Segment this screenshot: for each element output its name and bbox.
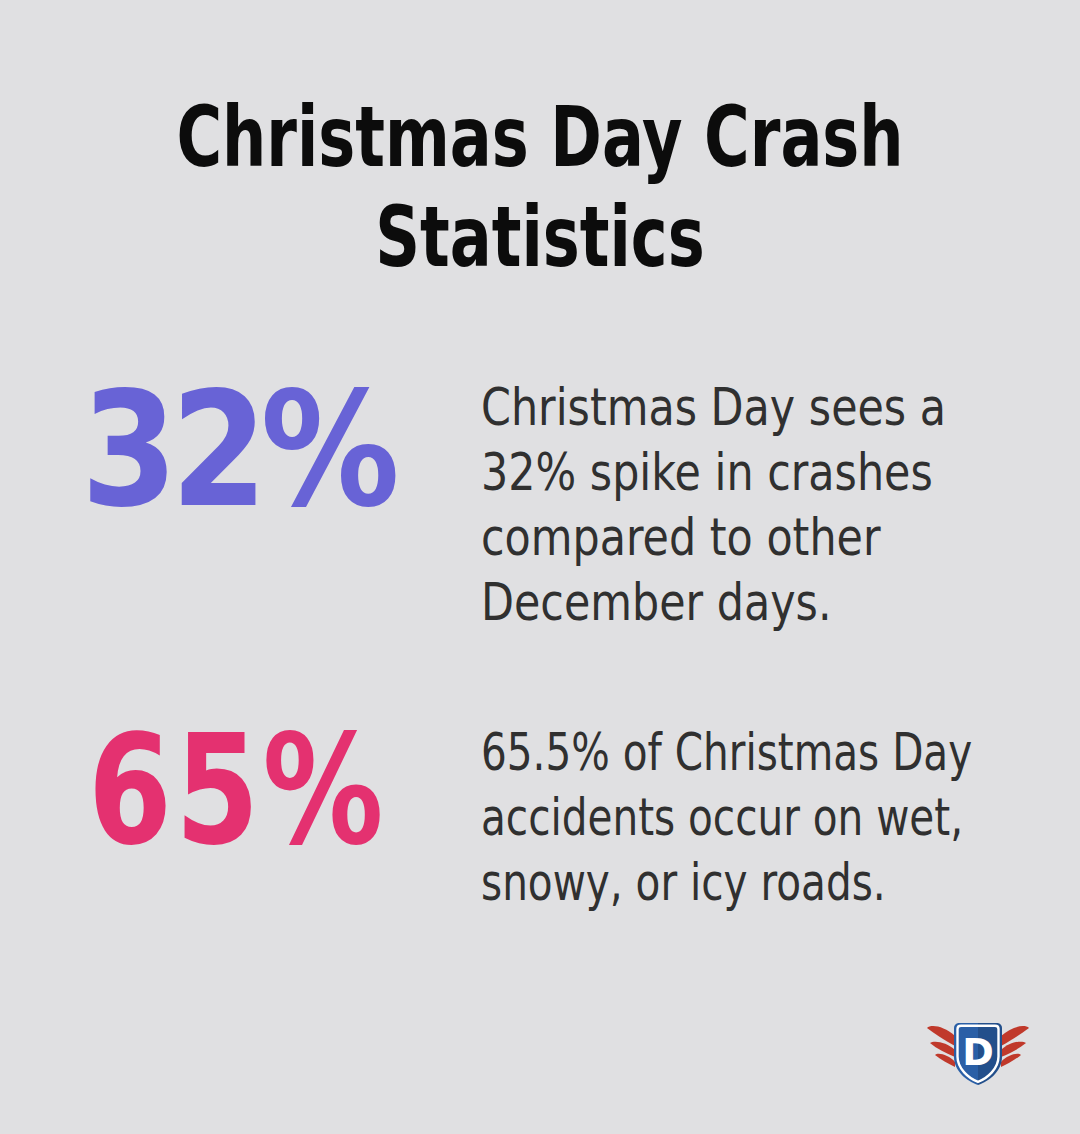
- infographic: Christmas Day Crash Statistics 32% Chris…: [0, 0, 1080, 1134]
- brand-logo: D: [926, 1021, 1030, 1087]
- stat-value-32: 32%: [81, 371, 393, 529]
- stat-value-65: 65%: [88, 716, 387, 867]
- logo-letter: D: [962, 1030, 994, 1074]
- shield-wings-logo-icon: D: [926, 1021, 1030, 1087]
- page-title: Christmas Day Crash Statistics: [140, 87, 939, 287]
- stat-description-32: Christmas Day sees a 32% spike in crashe…: [481, 375, 946, 635]
- stat-description-65: 65.5% of Christmas Day accidents occur o…: [481, 720, 972, 915]
